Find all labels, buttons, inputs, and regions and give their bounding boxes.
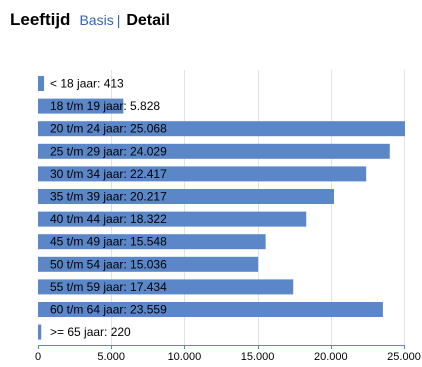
bar bbox=[38, 234, 266, 250]
bar-label: 60 t/m 64 jaar: 23.559 bbox=[50, 303, 167, 317]
bar bbox=[38, 166, 367, 182]
x-axis: 0 5.000 10.000 15.000 20.000 25.000 bbox=[35, 345, 421, 363]
bar bbox=[38, 76, 45, 91]
x-tick-label: 25.000 bbox=[387, 351, 421, 363]
bar-label: >= 65 jaar: 220 bbox=[50, 325, 131, 339]
grid-lines bbox=[111, 70, 405, 345]
bar bbox=[38, 211, 307, 227]
bar bbox=[38, 98, 124, 114]
tab-basis[interactable]: Basis bbox=[79, 12, 114, 28]
tab-separator: | bbox=[116, 12, 121, 28]
x-tick-label: 0 bbox=[35, 351, 41, 363]
bar-label: 30 t/m 34 jaar: 22.417 bbox=[50, 167, 167, 181]
bar-label: 50 t/m 54 jaar: 15.036 bbox=[50, 257, 167, 271]
bar-label: 25 t/m 29 jaar: 24.029 bbox=[50, 144, 167, 158]
bars bbox=[38, 76, 405, 340]
bar-label: 40 t/m 44 jaar: 18.322 bbox=[50, 212, 167, 226]
chart-title: Leeftijd bbox=[10, 10, 71, 29]
bar bbox=[38, 302, 383, 317]
bar bbox=[38, 279, 294, 295]
x-tick-label: 5.000 bbox=[97, 351, 125, 363]
bar-label: 35 t/m 39 jaar: 20.217 bbox=[50, 190, 167, 204]
chart-header: Leeftijd Basis | Detail bbox=[10, 10, 170, 34]
bar bbox=[38, 189, 334, 204]
tab-detail[interactable]: Detail bbox=[126, 12, 170, 29]
x-tick-label: 20.000 bbox=[314, 351, 348, 363]
x-tick-label: 10.000 bbox=[168, 351, 202, 363]
bar-label: 20 t/m 24 jaar: 25.068 bbox=[50, 122, 167, 136]
bar-label: 55 t/m 59 jaar: 17.434 bbox=[50, 280, 167, 294]
bar bbox=[38, 324, 42, 340]
bar-label: 18 t/m 19 jaar: 5.828 bbox=[50, 99, 160, 113]
bar-label: < 18 jaar: 413 bbox=[50, 77, 124, 91]
x-tick-label: 15.000 bbox=[241, 351, 275, 363]
bar bbox=[38, 143, 390, 159]
bar bbox=[38, 256, 259, 272]
bar bbox=[38, 121, 405, 137]
bar-labels: < 18 jaar: 413 18 t/m 19 jaar: 5.828 20 t/… bbox=[50, 77, 167, 340]
bar-label: 45 t/m 49 jaar: 15.548 bbox=[50, 235, 167, 249]
